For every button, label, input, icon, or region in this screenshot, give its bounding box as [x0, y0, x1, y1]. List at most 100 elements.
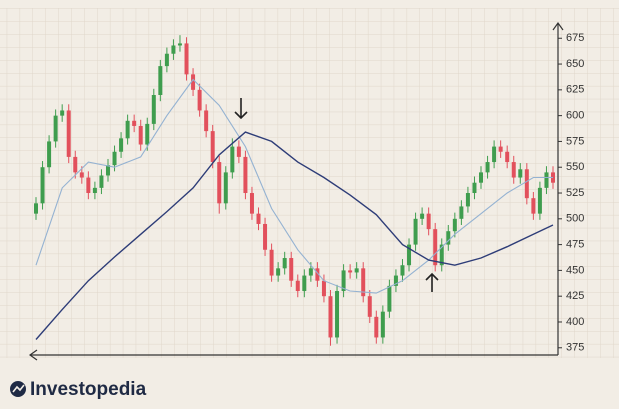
candle-body	[387, 285, 392, 312]
candle-body	[217, 162, 222, 204]
candle-body	[40, 167, 45, 204]
candle-body	[485, 162, 490, 173]
candle-body	[99, 175, 104, 188]
candle-body	[263, 223, 268, 250]
candle-body	[452, 218, 457, 232]
candle-body	[184, 43, 189, 75]
candle-body	[197, 89, 202, 111]
logo-icon	[10, 381, 26, 397]
candle-body	[86, 177, 91, 194]
candle-body	[177, 43, 182, 46]
y-tick-label: 575	[566, 135, 584, 147]
y-tick-label: 450	[566, 264, 584, 276]
candle-body	[210, 131, 215, 163]
candle-body	[151, 95, 156, 124]
candle-body	[518, 169, 523, 178]
candle-body	[492, 146, 497, 163]
candle-body	[524, 169, 529, 199]
candle-body	[413, 218, 418, 245]
y-tick-label: 600	[566, 110, 584, 122]
candle-body	[328, 296, 333, 338]
y-tick-label: 400	[566, 316, 584, 328]
y-tick-label: 550	[566, 161, 584, 173]
candle-body	[459, 206, 464, 219]
candle-body	[236, 146, 241, 157]
candle-body	[393, 275, 398, 286]
candle-body	[505, 151, 510, 163]
candle-body	[433, 229, 438, 266]
candle-body	[119, 138, 124, 152]
candle-body	[295, 280, 300, 292]
candle-body	[361, 268, 366, 297]
y-tick-label: 375	[566, 342, 584, 354]
y-tick-label: 500	[566, 213, 584, 225]
candle-body	[426, 213, 431, 230]
candle-body	[230, 146, 235, 173]
axis-arrow	[28, 349, 38, 361]
candle-body	[446, 231, 451, 245]
plot-area	[34, 35, 555, 346]
candle-body	[380, 311, 385, 338]
y-tick-label: 475	[566, 239, 584, 251]
candle-body	[79, 172, 84, 178]
candle-body	[308, 268, 313, 276]
candle-body	[289, 258, 294, 281]
candle-body	[537, 187, 542, 214]
candle-body	[204, 110, 209, 132]
candle-body	[348, 270, 353, 273]
annotation-arrow	[425, 272, 439, 292]
candle-body	[191, 74, 196, 90]
moving-average-line	[35, 131, 554, 340]
candle-body	[282, 258, 287, 269]
candle-body	[341, 270, 346, 292]
candle-body	[171, 45, 176, 54]
logo-text: Investopedia	[30, 379, 147, 400]
candle-body	[465, 193, 470, 207]
candle-body	[73, 156, 78, 173]
candle-body	[498, 146, 503, 152]
candle-body	[321, 280, 326, 297]
candle-body	[53, 115, 58, 142]
candle-body	[511, 162, 516, 178]
candle-body	[531, 198, 536, 214]
y-tick-label: 625	[566, 84, 584, 96]
candle-body	[276, 268, 281, 276]
candle-body	[60, 110, 65, 116]
candle-body	[302, 275, 307, 292]
candle-body	[544, 172, 549, 188]
candle-body	[132, 120, 137, 126]
candle-body	[367, 296, 372, 317]
annotation-arrow	[234, 98, 248, 120]
candle-body	[105, 165, 110, 176]
y-tick-label: 425	[566, 290, 584, 302]
y-tick-label: 525	[566, 187, 584, 199]
candle-body	[269, 249, 274, 276]
candle-body	[112, 151, 117, 166]
candle-body	[256, 213, 261, 224]
y-tick-label: 675	[566, 32, 584, 44]
candle-body	[145, 123, 150, 145]
candle-body	[249, 193, 254, 214]
candle-body	[223, 172, 228, 204]
candle-body	[354, 268, 359, 273]
candle-body	[243, 156, 248, 194]
candle-body	[472, 182, 477, 194]
moving-average-line	[35, 78, 553, 294]
candle-body	[92, 187, 97, 194]
candle-body	[158, 66, 163, 95]
y-tick-label: 650	[566, 58, 584, 70]
candle-body	[47, 141, 52, 168]
axis-arrow	[552, 21, 564, 31]
candle-body	[420, 213, 425, 219]
candle-body	[479, 172, 484, 183]
candle-body	[66, 110, 71, 157]
candle-body	[374, 316, 379, 338]
candle-body	[164, 53, 169, 67]
candle-body	[439, 244, 444, 266]
candle-body	[400, 265, 405, 276]
candle-body	[315, 268, 320, 281]
candle-body	[407, 244, 412, 266]
candle-body	[138, 125, 143, 145]
candle-body	[125, 120, 130, 139]
